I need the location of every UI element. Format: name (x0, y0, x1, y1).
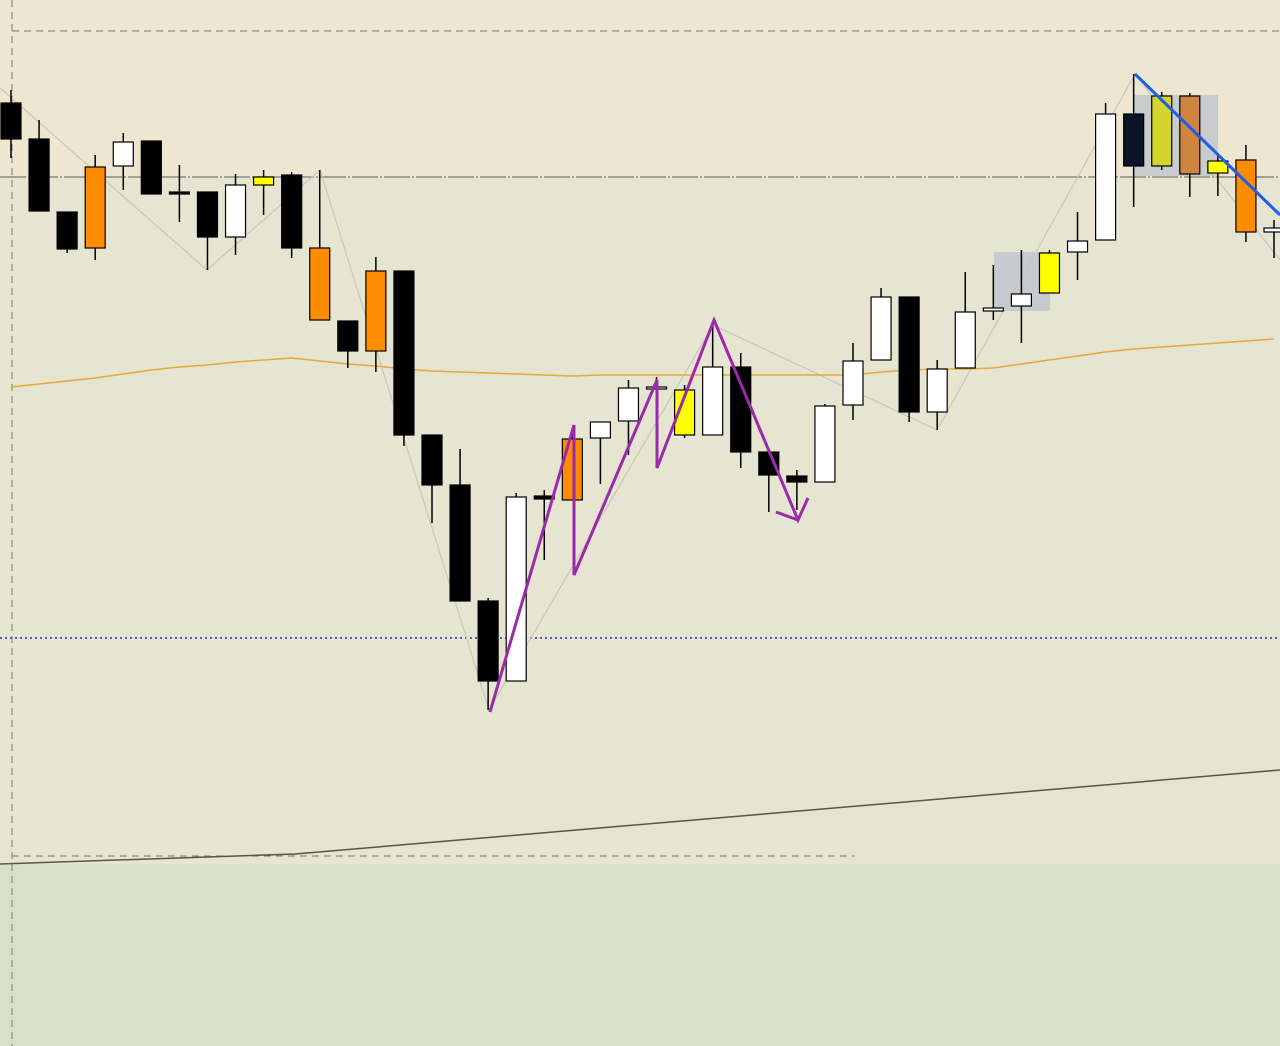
candle-body (786, 475, 808, 483)
candle-body (224, 184, 247, 238)
indicator-panel (0, 864, 1280, 1046)
candle-body (730, 366, 752, 453)
candle-body (196, 191, 219, 238)
candle-body (477, 600, 499, 682)
wave-drawing (488, 315, 810, 713)
candle-body (673, 389, 696, 436)
candle-body (56, 211, 78, 250)
upper-background (0, 0, 1280, 177)
candle-body (589, 421, 612, 439)
candles (0, 74, 1280, 710)
candle-body (281, 174, 303, 249)
candle-body (337, 320, 359, 352)
candle-body (814, 405, 836, 483)
candle-body (982, 307, 1004, 312)
wave-arrow (775, 510, 799, 522)
candle-body (28, 138, 50, 212)
candle-body (1207, 160, 1229, 174)
candle-body (1123, 113, 1145, 167)
candle-body (112, 141, 134, 167)
candle-body (842, 360, 864, 406)
candle-body (421, 434, 443, 486)
candle-body (870, 296, 892, 361)
candle-body (84, 166, 106, 249)
candle-body (1235, 159, 1257, 233)
moving-average (10, 338, 1275, 388)
candle-body (1151, 95, 1173, 167)
candle-body (617, 387, 640, 422)
candle-body (1010, 293, 1033, 307)
candle-body (1038, 252, 1061, 294)
candle-body (1263, 227, 1280, 233)
candle-body (449, 484, 471, 602)
blue-trend-line (1133, 72, 1280, 217)
candle-body (365, 270, 387, 352)
candle-body (926, 368, 948, 413)
candle-body (140, 140, 162, 195)
candle-body (954, 311, 976, 369)
lower-background (0, 177, 1280, 864)
candle-body (168, 191, 190, 195)
candle-body (561, 438, 583, 501)
trend-line (0, 769, 1280, 865)
candle-body (505, 496, 527, 682)
candle-body (309, 247, 331, 321)
candle-body (702, 366, 724, 436)
candle-body (393, 270, 415, 436)
candle-body (898, 296, 920, 413)
candle-body (253, 176, 275, 186)
candle-body (1094, 113, 1117, 241)
candle-body (0, 102, 22, 140)
candle-body (1066, 240, 1089, 253)
